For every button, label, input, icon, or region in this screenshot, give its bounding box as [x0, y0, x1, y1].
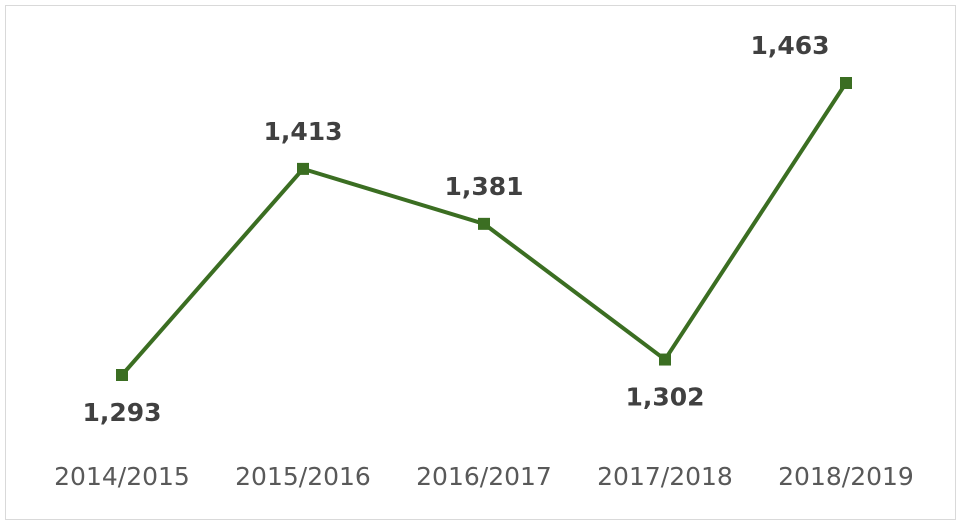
x-tick-label: 2014/2015: [54, 462, 190, 491]
x-tick-label: 2018/2019: [778, 462, 914, 491]
data-label: 1,381: [444, 172, 523, 201]
marker: [840, 77, 852, 89]
marker: [478, 217, 490, 230]
marker: [116, 369, 128, 381]
marker: [297, 162, 309, 175]
x-tick-label: 2016/2017: [416, 462, 552, 491]
data-label: 1,463: [750, 31, 829, 60]
marker: [659, 353, 671, 366]
x-tick-label: 2015/2016: [235, 462, 371, 491]
chart-frame: [5, 5, 956, 520]
data-label: 1,302: [625, 383, 704, 412]
data-label: 1,413: [263, 117, 342, 146]
data-label: 1,293: [82, 398, 161, 427]
x-tick-label: 2017/2018: [597, 462, 733, 491]
